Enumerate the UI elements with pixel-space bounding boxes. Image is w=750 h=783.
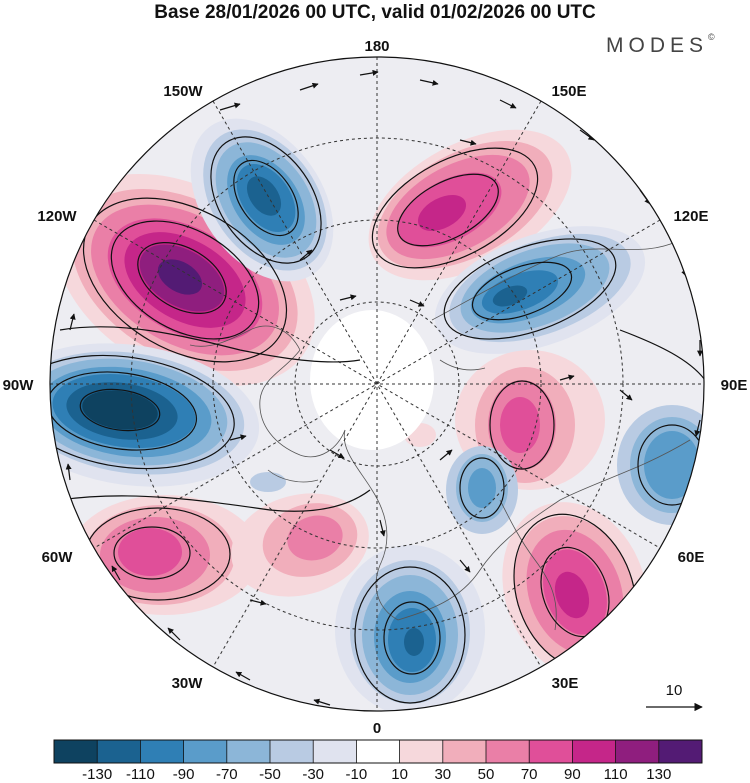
colorbar: -130 -110 -90 -70 -50 -30 -10 10 30 50 70 90 110 130 <box>53 739 703 783</box>
lon-label-60e: 60E <box>678 549 705 566</box>
lon-label-60w: 60W <box>42 549 74 566</box>
colorbar-swatch <box>572 740 617 763</box>
colorbar-swatch <box>54 740 98 763</box>
anomaly-weak-negative <box>250 472 286 492</box>
colorbar-tick-label: 70 <box>521 766 538 783</box>
anomaly-positive-165e <box>368 129 572 281</box>
colorbar-swatch <box>226 740 271 763</box>
colorbar-tick-label: -130 <box>82 766 112 783</box>
anomaly-negative-45e <box>446 446 518 534</box>
colorbar-tick-label: -110 <box>126 766 155 783</box>
anomaly-positive-55w <box>70 495 260 615</box>
colorbar-swatch <box>615 740 660 763</box>
anomaly-negative-120e <box>434 226 646 354</box>
colorbar-swatch <box>313 740 357 763</box>
map-border <box>49 56 705 712</box>
colorbar-swatch <box>399 740 444 763</box>
map-disc <box>50 57 704 711</box>
anomaly-negative-150w <box>190 118 334 282</box>
colorbar-tick-label: 50 <box>478 766 495 783</box>
colorbar-swatch <box>442 740 487 763</box>
lon-label-180: 180 <box>364 38 389 55</box>
colorbar-swatch <box>140 740 185 763</box>
pole-neutral-region <box>310 310 434 450</box>
lon-label-120w: 120W <box>37 208 77 225</box>
colorbar-tick-label: -30 <box>302 766 324 783</box>
colorbar-swatch <box>356 740 401 763</box>
lon-label-90w: 90W <box>3 377 35 394</box>
colorbar-tick-label: -10 <box>346 766 368 783</box>
colorbar-swatch <box>529 740 573 763</box>
colorbar-swatch <box>486 740 530 763</box>
colorbar-tick-label: 10 <box>391 766 408 783</box>
colorbar-frame <box>53 739 703 764</box>
modes-logo: MODES© <box>606 32 715 58</box>
copyright-mark: © <box>708 32 715 42</box>
colorbar-tick-label: -90 <box>173 766 195 783</box>
lon-label-0: 0 <box>373 720 381 737</box>
lon-label-30e: 30E <box>552 675 579 692</box>
colorbar-tick-label: 90 <box>564 766 581 783</box>
colorbar-swatch <box>658 740 703 763</box>
anomaly-negative-10e <box>335 545 485 711</box>
lon-label-90e: 90E <box>721 377 748 394</box>
anomaly-negative-70e <box>617 405 704 525</box>
colorbar-tick-label: -70 <box>216 766 238 783</box>
lon-label-120e: 120E <box>673 208 708 225</box>
wind-vectors <box>65 69 703 711</box>
coastlines <box>189 239 691 631</box>
brand-name: MODES <box>606 34 709 57</box>
colorbar-tick-label: 30 <box>434 766 451 783</box>
reference-vector-value: 10 <box>666 682 683 699</box>
lon-label-150e: 150E <box>551 83 586 100</box>
colorbar-swatch <box>97 740 141 763</box>
lon-label-150w: 150W <box>163 83 203 100</box>
anomaly-positive-120w <box>55 173 315 387</box>
anomaly-positive-35w <box>231 493 369 597</box>
colorbar-tick-label: -50 <box>259 766 281 783</box>
lon-label-30w: 30W <box>172 675 204 692</box>
colorbar-tick-label: 130 <box>646 766 671 783</box>
colorbar-tick-label: 110 <box>604 766 628 783</box>
colorbar-swatch <box>270 740 314 763</box>
anomaly-negative-90w <box>50 343 260 487</box>
colorbar-swatch <box>183 740 228 763</box>
map-title: Base 28/01/2026 00 UTC, valid 01/02/2026… <box>154 2 596 23</box>
graticule <box>50 57 704 711</box>
